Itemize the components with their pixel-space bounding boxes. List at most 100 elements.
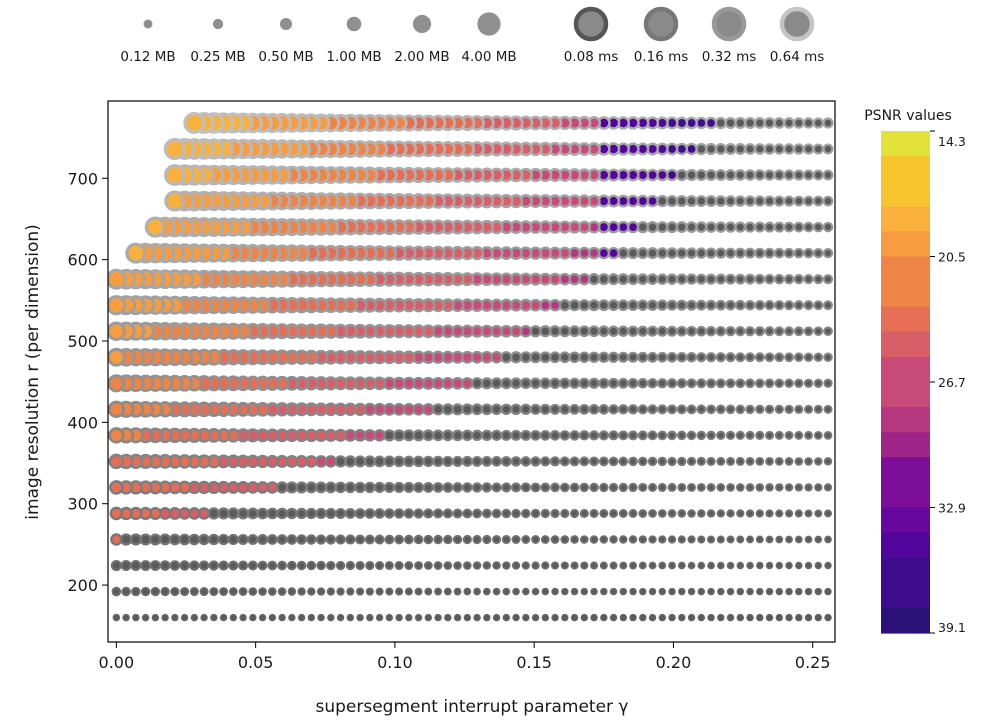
scatter-point	[287, 560, 297, 571]
scatter-point	[480, 403, 493, 416]
scatter-point	[783, 247, 795, 259]
colorbar-band	[881, 582, 930, 609]
scatter-point	[822, 274, 834, 285]
scatter-point	[765, 509, 774, 518]
scatter-point	[305, 507, 317, 520]
scatter-point	[705, 325, 717, 337]
scatter-point	[754, 273, 766, 285]
scatter-point	[609, 508, 619, 518]
scatter-point	[629, 561, 637, 570]
scatter-point	[638, 456, 648, 467]
scatter-point	[617, 247, 630, 260]
scatter-point	[784, 457, 794, 466]
scatter-point	[354, 508, 366, 519]
scatter-point	[696, 378, 707, 389]
scatter-point	[558, 299, 571, 312]
scatter-point	[823, 300, 833, 311]
scatter-point	[482, 534, 492, 545]
scatter-point	[793, 352, 804, 363]
scatter-point	[715, 325, 727, 337]
scatter-point	[208, 560, 219, 571]
scatter-point	[804, 483, 813, 492]
scatter-point	[637, 299, 649, 311]
scatter-point	[716, 430, 726, 441]
scatter-point	[108, 453, 125, 470]
scatter-point	[783, 143, 795, 155]
scatter-point	[108, 347, 126, 367]
scatter-point	[578, 377, 590, 389]
scatter-point	[363, 455, 376, 468]
scatter-point	[617, 325, 630, 337]
colorbar-band	[881, 256, 930, 283]
scatter-point	[500, 429, 512, 441]
scatter-point	[432, 429, 444, 442]
scatter-point	[814, 457, 823, 466]
scatter-point	[814, 613, 823, 622]
scatter-point	[125, 242, 147, 264]
scatter-point	[587, 273, 601, 286]
scatter-point	[753, 143, 766, 155]
scatter-point	[404, 587, 413, 596]
scatter-point	[109, 480, 124, 495]
scatter-point	[666, 247, 678, 259]
size-legend-label: 4.00 MB	[461, 49, 516, 65]
scatter-point	[434, 587, 443, 596]
scatter-point	[315, 481, 328, 494]
scatter-point	[539, 377, 552, 390]
scatter-point	[794, 483, 803, 492]
x-tick-label: 0.20	[656, 653, 692, 672]
scatter-point	[462, 508, 473, 519]
scatter-point	[275, 481, 289, 494]
scatter-point	[530, 429, 541, 441]
scatter-point	[559, 482, 570, 493]
scatter-point	[725, 326, 736, 337]
scatter-point	[559, 403, 571, 415]
scatter-point	[129, 533, 142, 546]
scatter-point	[473, 613, 481, 622]
scatter-point	[687, 561, 696, 570]
scatter-point	[414, 613, 423, 622]
scatter-point	[736, 613, 745, 622]
scatter-point	[657, 378, 668, 389]
scatter-point	[413, 508, 424, 519]
scatter-point	[824, 587, 832, 596]
scatter-point	[442, 508, 453, 519]
scatter-point	[813, 378, 823, 388]
scatter-point	[677, 561, 686, 570]
scatter-point	[394, 534, 404, 545]
scatter-point	[219, 587, 229, 597]
scatter-point	[756, 613, 764, 622]
scatter-point	[783, 300, 795, 311]
scatter-point	[824, 535, 832, 544]
scatter-point	[560, 535, 570, 544]
scatter-point	[540, 456, 551, 467]
scatter-point	[676, 299, 688, 311]
scatter-point	[628, 482, 638, 493]
scatter-point	[276, 534, 288, 545]
scatter-point	[824, 561, 832, 570]
colorbar-title: PSNR values	[864, 108, 952, 124]
scatter-point	[666, 325, 678, 337]
scatter-point	[150, 586, 161, 597]
scatter-point	[549, 403, 561, 415]
scatter-point	[492, 613, 501, 622]
scatter-point	[550, 561, 560, 570]
scatter-point	[529, 403, 542, 415]
scatter-point	[783, 117, 795, 129]
scatter-point	[500, 403, 513, 416]
scatter-point	[793, 247, 805, 259]
scatter-point	[607, 325, 620, 337]
scatter-point	[734, 143, 747, 155]
scatter-point	[775, 587, 784, 596]
scatter-point	[803, 195, 814, 207]
scatter-point	[744, 195, 756, 207]
colorbar-band	[881, 206, 930, 232]
scatter-point	[773, 247, 785, 259]
scatter-point	[785, 561, 793, 570]
scatter-point	[578, 325, 591, 338]
scatter-point	[706, 430, 716, 441]
scatter-point	[315, 507, 327, 520]
scatter-point	[598, 351, 610, 363]
scatter-point	[120, 560, 132, 572]
